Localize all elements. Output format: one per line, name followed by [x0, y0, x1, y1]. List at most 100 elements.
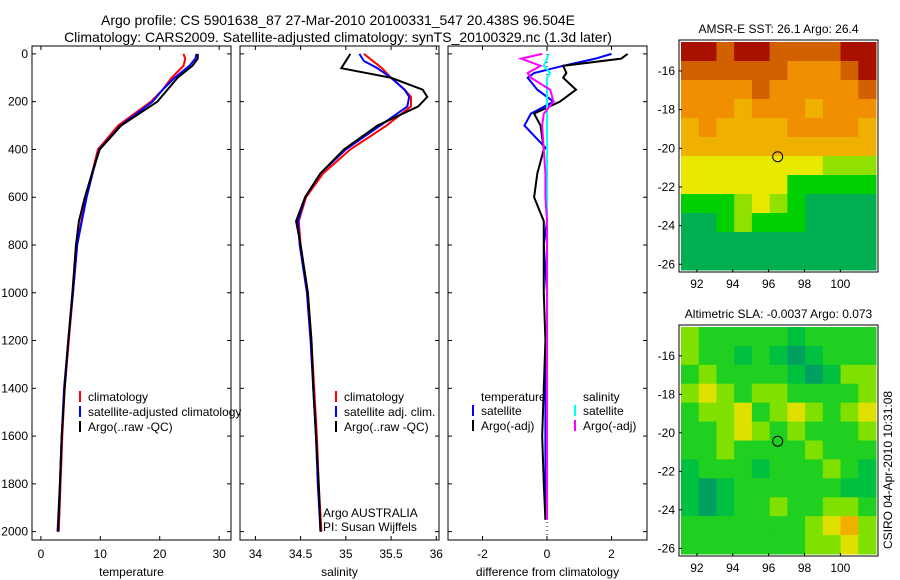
- heatmap-cell: [822, 61, 842, 81]
- heatmap-cell: [698, 194, 717, 214]
- heatmap-cell: [805, 232, 824, 252]
- heatmap-cell: [716, 213, 735, 233]
- heatmap-cell: [769, 345, 788, 366]
- heatmap-cell: [716, 478, 735, 498]
- heatmap-cell: [716, 175, 735, 195]
- heatmap-cell: [840, 213, 859, 233]
- heatmap-cell: [822, 478, 842, 498]
- heatmap-cell: [698, 535, 717, 555]
- heatmap-cell: [858, 440, 877, 460]
- series-line-argo-raw-qc-: [295, 53, 429, 532]
- heatmap-cell: [716, 61, 735, 81]
- heatmap-cell: [858, 61, 877, 81]
- heatmap-cell: [805, 194, 824, 214]
- heatmap-cell: [787, 42, 806, 62]
- heatmap-cell: [698, 137, 717, 157]
- heatmap-cell: [751, 156, 771, 176]
- heatmap-cell: [858, 478, 877, 498]
- heatmap-cell: [822, 118, 842, 138]
- heatmap-cell: [787, 440, 806, 460]
- heatmap-cell: [698, 118, 717, 138]
- heatmap-cell: [858, 175, 877, 195]
- heatmap-cell: [822, 327, 842, 347]
- heatmap-cell: [840, 80, 859, 100]
- heatmap-cell: [805, 364, 824, 385]
- heatmap-cell: [769, 80, 788, 100]
- legend-label: satellite adj. clim.: [344, 405, 435, 419]
- heatmap-cell: [698, 251, 717, 271]
- heatmap-cell: [734, 364, 753, 385]
- heatmap-cell: [822, 535, 842, 555]
- y-tick-label: 200: [8, 95, 28, 109]
- legend-header-temperature: temperature: [481, 390, 546, 404]
- heatmap-cell: [787, 137, 806, 157]
- x-axis-label: difference from climatology: [476, 565, 619, 579]
- heatmap-cell: [840, 42, 859, 62]
- legend-header-salinity: salinity: [583, 390, 620, 404]
- heatmap-cell: [822, 175, 842, 195]
- heatmap-cell: [734, 61, 753, 81]
- salinity-annotation-line1: Argo AUSTRALIA: [323, 506, 418, 520]
- y-tick-label: 0: [21, 47, 28, 61]
- heatmap-cell: [858, 516, 877, 536]
- heatmap-cell: [769, 440, 788, 460]
- heatmap-cell: [681, 194, 700, 214]
- heatmap-cell: [698, 175, 717, 195]
- heatmap-cell: [787, 61, 806, 81]
- heatmap-cell: [858, 118, 877, 138]
- heatmap-cell: [769, 402, 788, 423]
- heatmap-cell: [681, 175, 700, 195]
- heatmap-cell: [716, 118, 735, 138]
- heatmap-cell: [805, 383, 824, 404]
- heatmap-cell: [681, 156, 700, 176]
- heatmap-cell: [787, 99, 806, 119]
- series-line-argo-raw-qc-: [57, 53, 199, 532]
- heatmap-cell: [734, 194, 753, 214]
- heatmap-cell: [769, 535, 788, 555]
- heatmap-cell: [840, 459, 859, 479]
- y-tick-label: -22: [658, 180, 676, 194]
- heatmap-cell: [716, 156, 735, 176]
- heatmap-cell: [716, 535, 735, 555]
- heatmap-cell: [769, 175, 788, 195]
- heatmap-cell: [787, 251, 806, 271]
- heatmap-cell: [734, 327, 753, 347]
- heatmap-cell: [822, 345, 842, 366]
- heatmap-cell: [822, 364, 842, 385]
- heatmap-cell: [805, 345, 824, 366]
- x-tick-label: 0: [38, 547, 45, 561]
- heatmap-cell: [769, 459, 788, 479]
- heatmap-cell: [769, 497, 788, 517]
- heatmap-cell: [734, 175, 753, 195]
- heatmap-cell: [698, 61, 717, 81]
- heatmap-cell: [840, 251, 859, 271]
- heatmap-cell: [698, 364, 717, 385]
- heatmap-cell: [805, 459, 824, 479]
- heatmap-cell: [787, 80, 806, 100]
- heatmap-cell: [769, 364, 788, 385]
- heatmap-cell: [805, 61, 824, 81]
- y-tick-label: 2000: [1, 525, 28, 539]
- heatmap-cell: [698, 213, 717, 233]
- y-tick-label: -20: [658, 426, 676, 440]
- legend-label: Argo(..raw -QC): [344, 420, 429, 434]
- x-tick-label: 34: [249, 547, 263, 561]
- heatmap-cell: [698, 345, 717, 366]
- heatmap-cell: [840, 118, 859, 138]
- heatmap-cell: [734, 213, 753, 233]
- heatmap-cell: [681, 364, 700, 385]
- heatmap-cell: [681, 99, 700, 119]
- heatmap-cell: [840, 516, 859, 536]
- heatmap-cell: [805, 516, 824, 536]
- y-tick-label: -24: [658, 219, 676, 233]
- series-line-argo-adj-: [532, 53, 629, 520]
- salinity-annotation-line2: PI: Susan Wijffels: [323, 520, 417, 534]
- heatmap-cell: [805, 80, 824, 100]
- series-line-satellite: [523, 52, 612, 520]
- heatmap-cell: [681, 327, 700, 347]
- heatmap-cell: [751, 497, 771, 517]
- heatmap-cell: [734, 421, 753, 441]
- y-tick-label: 1600: [1, 429, 28, 443]
- heatmap-cell: [822, 421, 842, 441]
